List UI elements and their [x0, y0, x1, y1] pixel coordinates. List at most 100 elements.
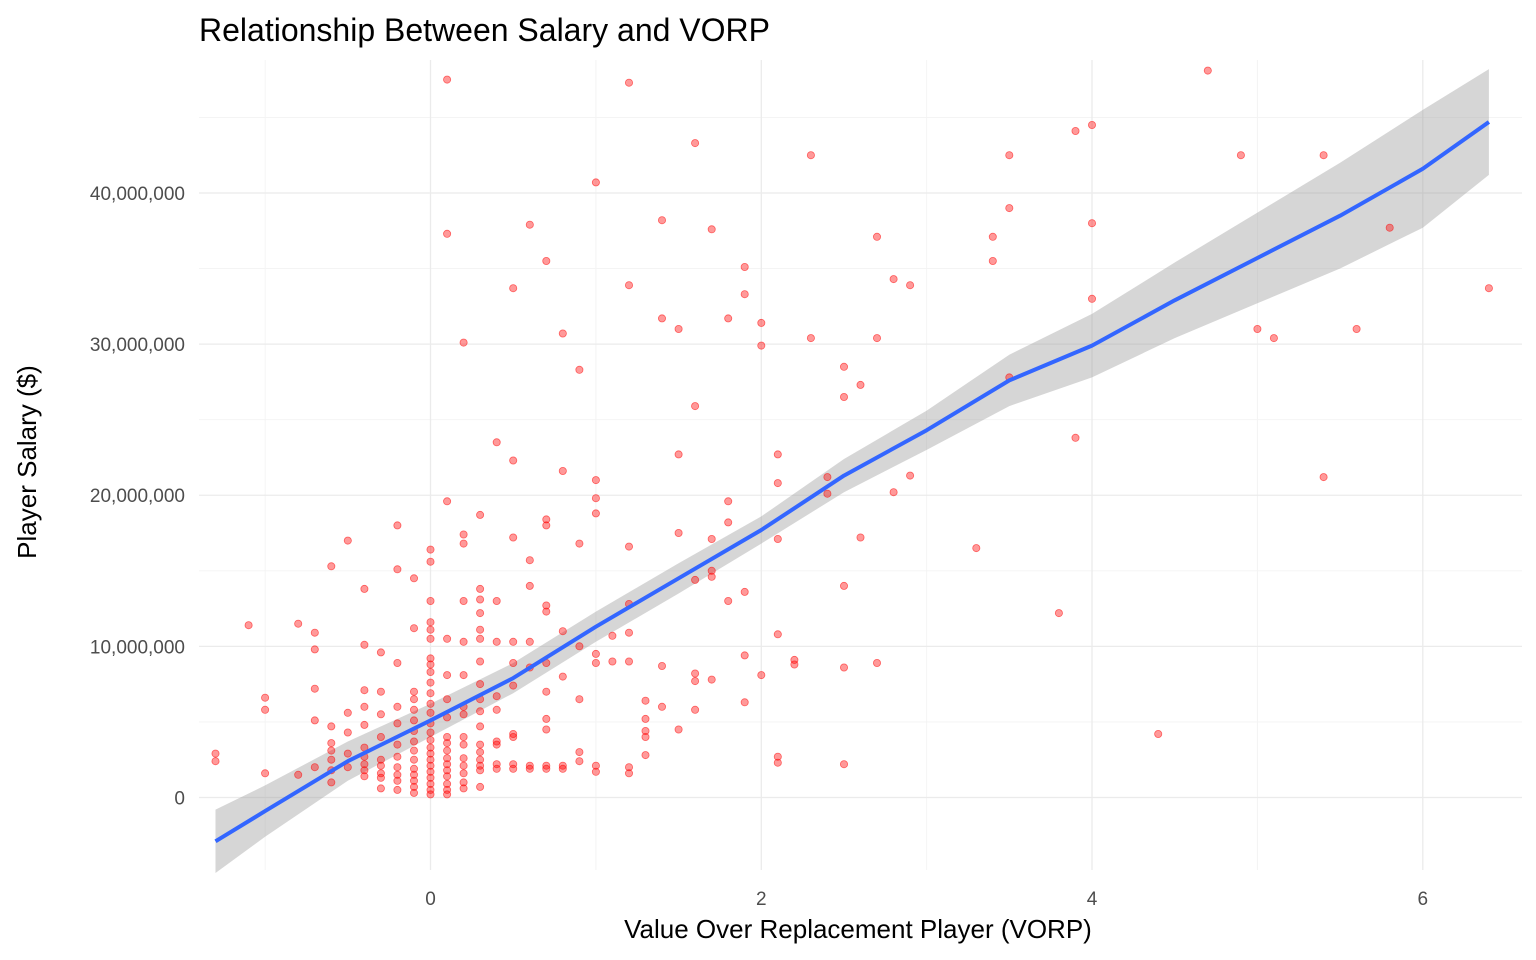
data-point: [294, 619, 303, 628]
data-point: [360, 760, 369, 769]
data-point: [459, 784, 468, 793]
data-point: [443, 772, 452, 781]
data-point: [443, 739, 452, 748]
data-point: [376, 687, 385, 696]
data-point: [674, 324, 683, 333]
data-point: [211, 749, 220, 758]
data-point: [409, 782, 418, 791]
data-point: [740, 651, 749, 660]
data-point: [790, 660, 799, 669]
x-tick-label: 0: [425, 889, 436, 910]
data-point: [476, 740, 485, 749]
data-point: [988, 232, 997, 241]
data-point: [476, 722, 485, 731]
data-point: [492, 740, 501, 749]
data-point: [393, 770, 402, 779]
data-point: [542, 764, 551, 773]
data-point: [294, 770, 303, 779]
data-point: [476, 748, 485, 757]
data-point: [575, 539, 584, 548]
data-point: [724, 314, 733, 323]
data-point: [459, 671, 468, 680]
data-point: [426, 634, 435, 643]
data-point: [409, 746, 418, 755]
data-point: [393, 785, 402, 794]
data-point: [558, 764, 567, 773]
data-point: [327, 755, 336, 764]
data-point: [261, 693, 270, 702]
data-point: [409, 776, 418, 785]
data-point: [658, 216, 667, 225]
data-point: [591, 761, 600, 770]
data-point: [873, 659, 882, 668]
data-point: [327, 746, 336, 755]
data-point: [476, 657, 485, 666]
data-point: [443, 497, 452, 506]
data-point: [625, 542, 634, 551]
data-point: [873, 232, 882, 241]
data-point: [509, 733, 518, 742]
data-point: [542, 256, 551, 265]
x-tick-label: 2: [756, 889, 767, 910]
data-point: [426, 728, 435, 737]
data-point: [426, 545, 435, 554]
data-point: [625, 78, 634, 87]
data-point: [509, 533, 518, 542]
data-point: [856, 533, 865, 542]
data-point: [459, 338, 468, 347]
data-point: [476, 625, 485, 634]
data-point: [459, 597, 468, 606]
data-point: [823, 473, 832, 482]
data-point: [476, 595, 485, 604]
data-point: [840, 760, 849, 769]
data-point: [1005, 204, 1014, 213]
data-point: [492, 692, 501, 701]
data-point: [426, 625, 435, 634]
data-point: [327, 778, 336, 787]
data-point: [509, 284, 518, 293]
data-point: [426, 743, 435, 752]
data-point: [492, 637, 501, 646]
data-point: [426, 618, 435, 627]
data-point: [542, 521, 551, 530]
data-point: [972, 544, 981, 553]
data-point: [426, 773, 435, 782]
data-point: [542, 601, 551, 610]
data-point: [443, 733, 452, 742]
data-point: [840, 663, 849, 672]
data-point: [773, 450, 782, 459]
data-point: [1352, 324, 1361, 333]
data-point: [840, 392, 849, 401]
data-point: [773, 752, 782, 761]
data-point: [443, 746, 452, 755]
data-point: [806, 151, 815, 160]
data-point: [393, 565, 402, 574]
data-point: [409, 695, 418, 704]
data-point: [509, 730, 518, 739]
data-point: [360, 686, 369, 695]
data-point: [426, 597, 435, 606]
data-point: [691, 705, 700, 714]
data-point: [393, 659, 402, 668]
data-point: [426, 689, 435, 698]
data-point: [575, 695, 584, 704]
data-point: [691, 575, 700, 584]
data-point: [443, 779, 452, 788]
data-point: [806, 334, 815, 343]
data-point: [492, 764, 501, 773]
data-point: [426, 654, 435, 663]
data-point: [1385, 223, 1394, 232]
data-point: [575, 642, 584, 651]
data-point: [1154, 730, 1163, 739]
data-point: [476, 761, 485, 770]
data-point: [459, 778, 468, 787]
data-point: [757, 341, 766, 350]
data-point: [608, 631, 617, 640]
data-point: [393, 752, 402, 761]
data-point: [327, 722, 336, 731]
data-point: [658, 702, 667, 711]
y-tick-label: 10,000,000: [90, 637, 185, 658]
data-point: [873, 334, 882, 343]
data-point: [625, 763, 634, 772]
data-point: [443, 754, 452, 763]
